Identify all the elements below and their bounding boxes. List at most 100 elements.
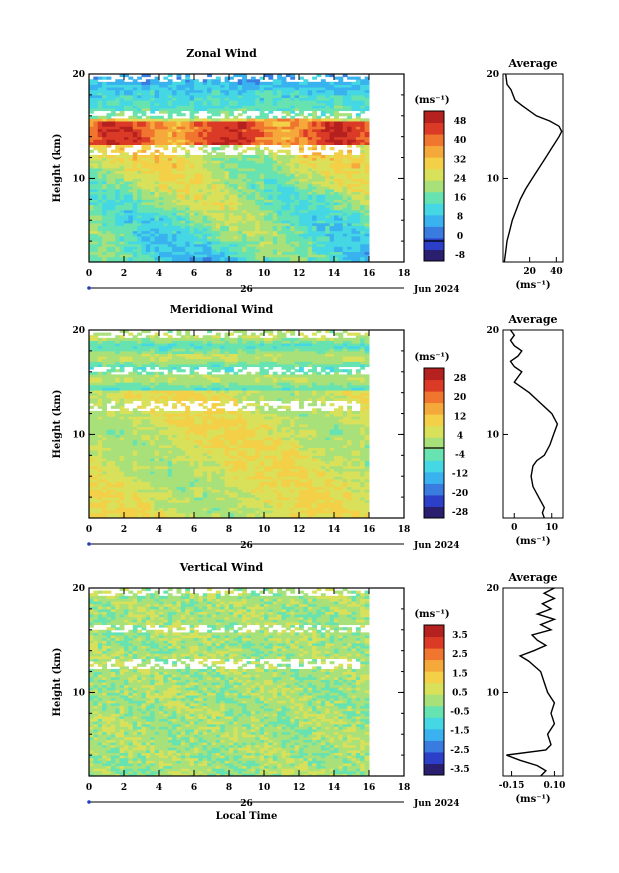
heatmap-cell <box>229 94 234 98</box>
heatmap-cell <box>316 217 322 221</box>
heatmap-cell <box>307 235 313 239</box>
heatmap-cell <box>167 188 173 192</box>
heatmap-cell <box>220 183 226 187</box>
heatmap-cell <box>307 162 313 166</box>
heatmap-cell <box>145 201 151 206</box>
heatmap-cell <box>281 207 287 211</box>
heatmap-cell <box>307 254 313 258</box>
heatmap-cell <box>264 139 269 143</box>
heatmap-cell <box>141 207 147 211</box>
heatmap-cell <box>115 136 121 140</box>
heatmap-cell <box>325 243 331 247</box>
heatmap-cell <box>264 251 269 255</box>
heatmap-cell <box>137 107 142 112</box>
heatmap-cell <box>329 134 335 138</box>
heatmap-cell <box>115 369 121 373</box>
heatmap-cell <box>250 173 256 177</box>
heatmap-cell <box>189 173 195 177</box>
heatmap-cell <box>303 102 309 106</box>
heatmap-cell <box>272 162 278 166</box>
heatmap-cell <box>167 128 173 132</box>
heatmap-cell <box>128 194 134 198</box>
heatmap-cell <box>167 235 173 239</box>
heatmap-cell <box>207 175 212 179</box>
heatmap-cell <box>176 97 182 101</box>
heatmap-cell <box>185 87 191 91</box>
heatmap-cell <box>202 100 208 104</box>
heatmap-cell <box>233 194 239 198</box>
heatmap-cell <box>329 94 335 98</box>
heatmap-cell <box>285 84 291 88</box>
heatmap-cell <box>242 233 247 237</box>
heatmap-cell <box>285 178 291 182</box>
heatmap-cell <box>307 89 313 93</box>
heatmap-cell <box>307 131 313 135</box>
heatmap-cell <box>97 89 103 93</box>
heatmap-cell <box>180 178 186 182</box>
heatmap-cell <box>294 217 300 221</box>
heatmap-cell <box>299 248 304 253</box>
heatmap-cell <box>202 128 208 132</box>
heatmap-cell <box>211 123 217 127</box>
heatmap-cell <box>316 154 322 159</box>
heatmap-cell <box>281 217 287 221</box>
heatmap-cell <box>119 191 125 195</box>
heatmap-cell <box>154 105 160 109</box>
heatmap-cell <box>115 92 121 96</box>
heatmap-cell <box>115 126 121 130</box>
heatmap-cell <box>229 191 234 195</box>
heatmap-cell <box>110 84 116 88</box>
heatmap-cell <box>215 233 221 237</box>
heatmap-cell <box>132 188 138 192</box>
heatmap-cell <box>250 128 256 132</box>
heatmap-cell <box>215 121 221 125</box>
heatmap-cell <box>329 243 335 247</box>
heatmap-cell <box>163 183 169 187</box>
heatmap-cell <box>290 160 296 164</box>
heatmap-cell <box>299 102 304 106</box>
heatmap-cell <box>128 136 134 140</box>
heatmap-cell <box>207 107 212 112</box>
heatmap-cell <box>268 228 274 232</box>
heatmap-cell <box>115 191 121 195</box>
heatmap-cell <box>303 139 309 143</box>
heatmap-cell <box>220 215 226 219</box>
heatmap-cell <box>237 181 243 185</box>
heatmap-cell <box>132 230 138 234</box>
heatmap-cell <box>141 238 147 242</box>
heatmap-cell <box>242 92 247 96</box>
heatmap-cell <box>163 100 169 104</box>
heatmap-cell <box>110 337 116 341</box>
heatmap-cell <box>237 259 243 263</box>
heatmap-cell <box>237 118 243 122</box>
heatmap-cell <box>281 110 287 114</box>
heatmap-cell <box>89 94 94 98</box>
heatmap-cell <box>268 76 274 80</box>
heatmap-cell <box>150 107 156 112</box>
heatmap-cell <box>307 217 313 221</box>
heatmap-cell <box>154 134 160 138</box>
heatmap-cell <box>312 175 317 179</box>
heatmap-cell <box>211 201 217 206</box>
heatmap-cell <box>185 225 191 229</box>
heatmap-cell <box>119 144 125 148</box>
heatmap-cell <box>110 141 116 145</box>
heatmap-cell <box>268 241 274 245</box>
heatmap-cell <box>325 191 331 195</box>
heatmap-cell <box>207 256 212 260</box>
heatmap-cell <box>202 89 208 93</box>
heatmap-cell <box>145 102 151 106</box>
heatmap-cell <box>119 168 125 172</box>
heatmap-cell <box>102 141 107 145</box>
heatmap-cell <box>215 217 221 221</box>
heatmap-cell <box>137 170 142 174</box>
heatmap-cell <box>272 191 278 195</box>
heatmap-cell <box>89 217 94 221</box>
heatmap-cell <box>93 371 99 375</box>
heatmap-cell <box>329 110 335 114</box>
heatmap-cell <box>132 154 138 159</box>
heatmap-cell <box>202 97 208 101</box>
heatmap-cell <box>110 196 116 200</box>
heatmap-cell <box>207 181 212 185</box>
heatmap-cell <box>167 110 173 114</box>
